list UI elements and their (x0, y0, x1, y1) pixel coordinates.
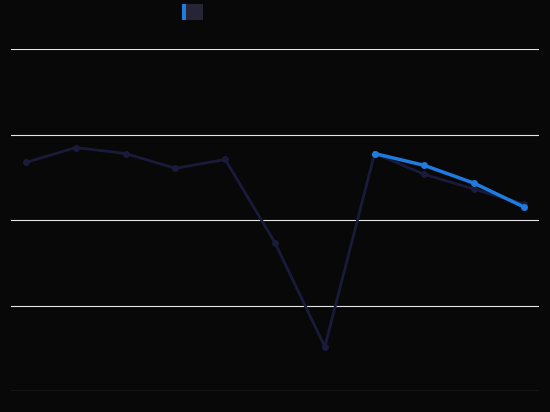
Legend: , : , (182, 19, 188, 20)
